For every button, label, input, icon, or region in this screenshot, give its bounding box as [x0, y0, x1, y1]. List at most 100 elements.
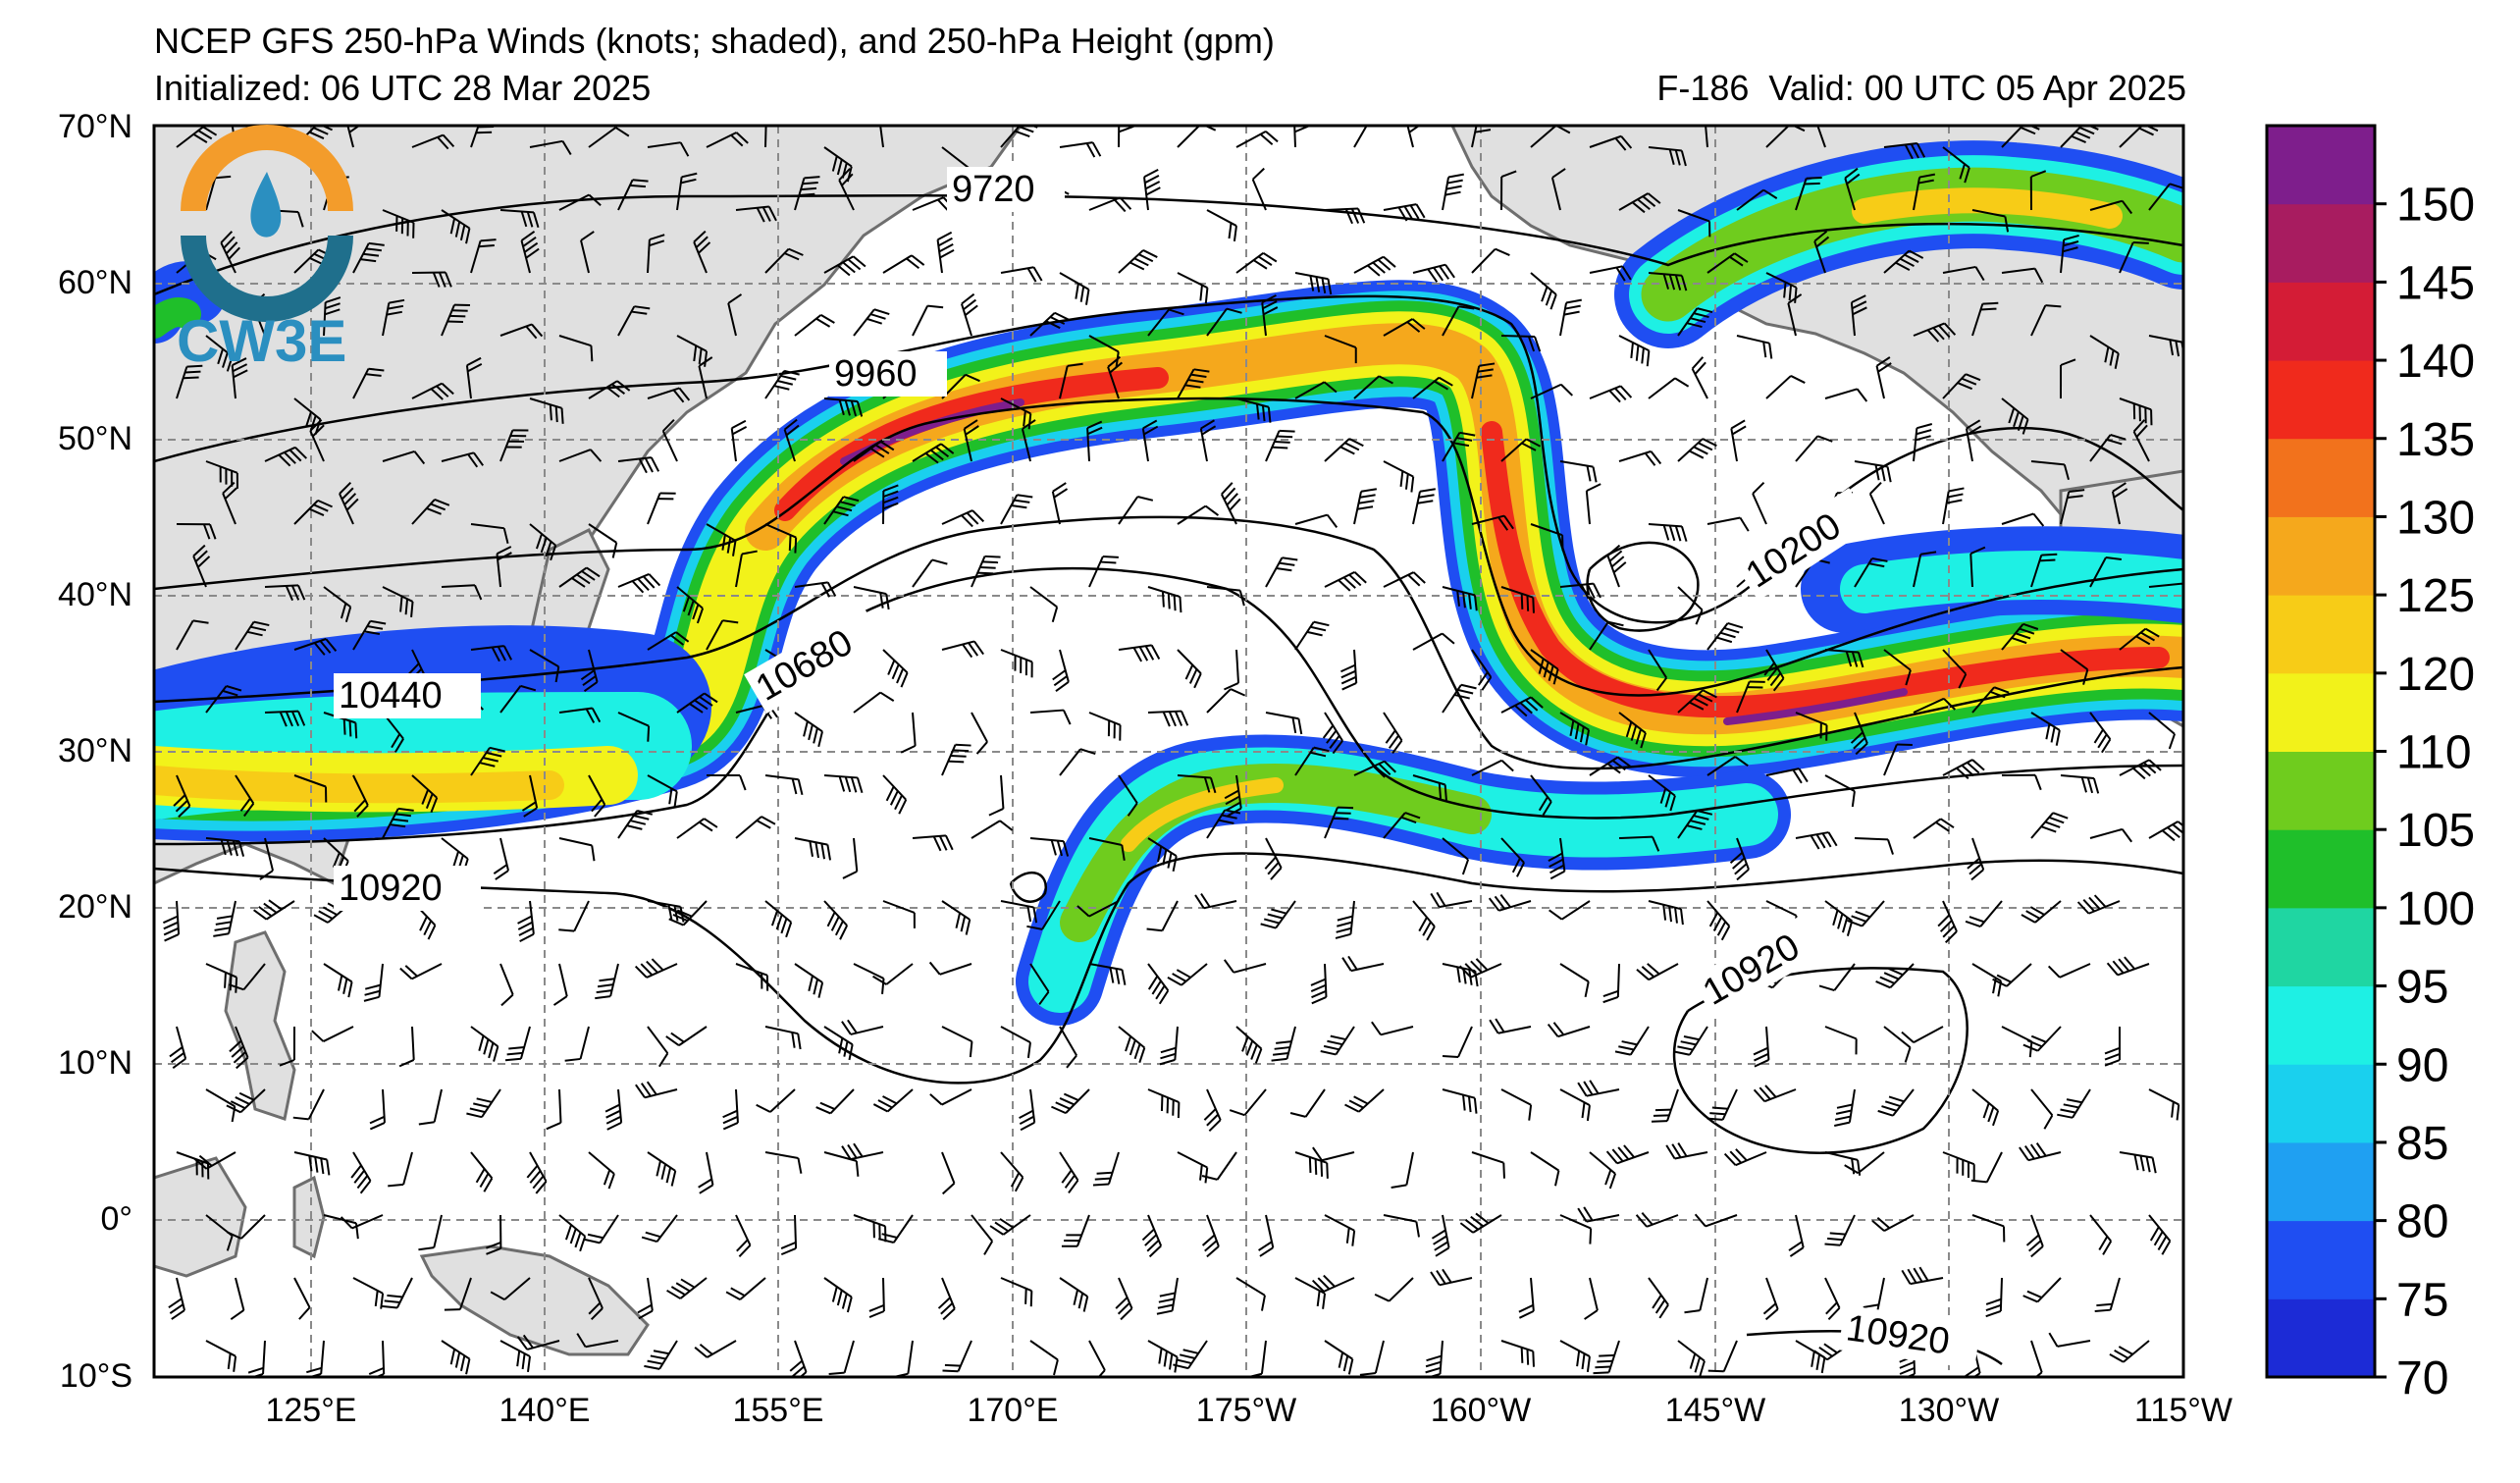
wind-barb [2132, 419, 2150, 462]
wind-barb [576, 1333, 619, 1349]
wind-barb [1937, 900, 1958, 944]
wind-barb [1383, 318, 1426, 337]
wind-barb [2001, 512, 2045, 527]
wind-barb [1341, 955, 1385, 973]
wind-barb [1199, 419, 1217, 462]
wind-barb [853, 963, 885, 994]
wind-barb [1000, 266, 1043, 283]
cw3e-logo: CW3E [177, 125, 353, 374]
initialized-time: Initialized: 06 UTC 28 Mar 2025 [154, 68, 652, 108]
wind-barb [520, 231, 540, 274]
wind-barb [2076, 894, 2121, 915]
wind-barb [1577, 1206, 1620, 1223]
wind-barb [1883, 743, 1913, 776]
wind-barb [1824, 1026, 1858, 1055]
wind-barb [1430, 891, 1473, 909]
wind-barb [546, 1088, 562, 1131]
map-content: 9720 9960 10200 10440 10680 10920 10920 … [154, 126, 2183, 1377]
wind-barb [1736, 335, 1773, 359]
wind-barb [369, 1088, 386, 1131]
wind-barb [2119, 627, 2160, 651]
lat-label: 20°N [58, 888, 132, 926]
wind-barb [465, 356, 483, 399]
wind-barb [1753, 1026, 1770, 1068]
wind-barb [382, 586, 414, 617]
wind-barb [1383, 712, 1403, 755]
wind-barb [1787, 293, 1803, 337]
wind-barb [1471, 247, 1510, 274]
wind-barb [1942, 265, 1985, 282]
wind-barb [1883, 142, 1926, 160]
wind-barb [2060, 358, 2076, 399]
wind-barb [1026, 900, 1061, 930]
wind-barb [1729, 837, 1750, 881]
wind-barb [1061, 1214, 1090, 1247]
wind-barb [1707, 1340, 1738, 1373]
wind-barb [1430, 1268, 1473, 1287]
wind-barb [1294, 1277, 1327, 1309]
wind-barb [558, 707, 602, 723]
wind-barb [470, 645, 513, 662]
colorbar-label: 105 [2396, 805, 2475, 857]
land-borneo [154, 1156, 247, 1278]
wind-barb [794, 963, 824, 998]
wind-barb [1147, 586, 1182, 613]
wind-barb [1589, 134, 1633, 151]
wind-barb [853, 691, 895, 714]
wind-barb [617, 573, 661, 594]
jet-east-extension-90 [1840, 550, 2183, 613]
wind-barb [828, 1340, 855, 1375]
wind-barb [1971, 209, 2010, 233]
wind-barb [470, 238, 497, 274]
wind-barb [1383, 571, 1426, 588]
wind-barb [853, 440, 895, 462]
wind-barb [1265, 556, 1298, 588]
wind-barb [2119, 240, 2149, 274]
wind-barb [1251, 167, 1267, 211]
wind-barb [1875, 356, 1892, 399]
wind-barb [1736, 188, 1778, 211]
wind-barb [2030, 812, 2069, 839]
longitude-axis: 125°E 140°E 155°E 170°E 175°W 160°W 145°… [265, 1392, 2231, 1429]
colorbar-swatch [2267, 126, 2375, 205]
wind-barb [293, 499, 333, 525]
wind-barb [963, 419, 979, 462]
wind-barb [1854, 460, 1892, 483]
contour-low-center [1009, 872, 1048, 903]
wind-barb [176, 126, 218, 148]
wind-barb [1059, 748, 1096, 776]
wind-barb [2021, 900, 2062, 924]
wind-barb [176, 1151, 210, 1180]
wind-barb [1795, 435, 1833, 462]
wind-barb [529, 649, 560, 683]
wind-barb [676, 818, 718, 839]
wind-barb [647, 492, 676, 525]
wind-barb [1294, 513, 1339, 528]
wind-barb [1500, 696, 1544, 717]
wind-barb [1141, 419, 1159, 462]
wind-barb [1883, 1026, 1912, 1063]
wind-barb [1088, 963, 1127, 985]
wind-barb [1788, 1214, 1805, 1257]
wind-barb [1677, 689, 1717, 714]
wind-barb [339, 481, 359, 525]
wind-barb [2025, 1214, 2044, 1258]
wind-barb [823, 774, 864, 794]
wind-barb [823, 397, 864, 417]
wind-barb [1324, 207, 1366, 225]
wind-barb [1029, 709, 1072, 725]
wind-barb [1059, 272, 1090, 305]
wind-barb [1559, 1214, 1593, 1245]
wind-barb [794, 581, 837, 598]
wind-barb [1412, 900, 1436, 941]
wind-barb [226, 1088, 266, 1114]
wind-barb [1530, 774, 1552, 817]
wind-barb [1224, 649, 1240, 691]
wind-barb [617, 305, 651, 337]
wind-barb [1442, 305, 1475, 337]
water-drop-icon [250, 172, 282, 238]
wind-barb [496, 546, 512, 588]
wind-barb [735, 816, 776, 839]
colorbar-label: 150 [2396, 180, 2475, 232]
wind-barb [937, 1277, 956, 1321]
